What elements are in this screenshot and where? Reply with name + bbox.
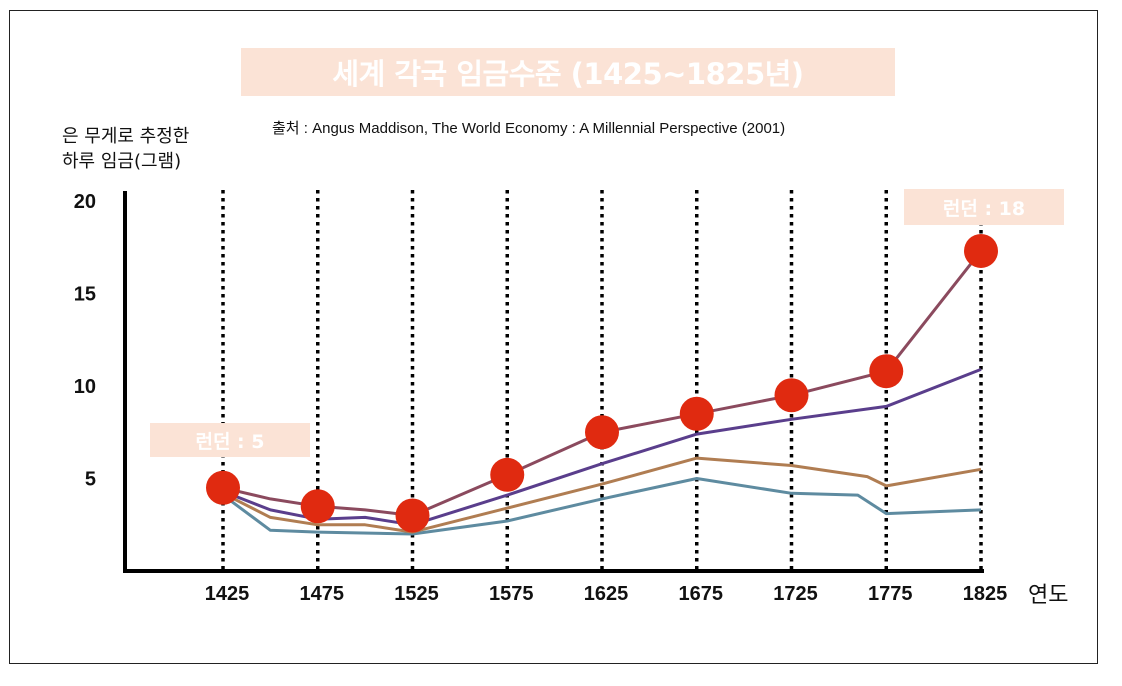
data-point-1575 [490,457,525,492]
y-axis-label-line1: 은 무게로 추정한 [62,126,190,147]
x-tick-label-1625: 1625 [584,583,629,605]
y-tick-label-5: 5 [85,469,96,491]
data-point-1775 [869,354,904,389]
x-tick-label-1475: 1475 [300,583,345,605]
data-point-1525 [395,498,430,533]
series-line-3 [222,456,982,534]
x-axis-label: 연도 [1028,583,1069,608]
data-point-1475 [300,489,335,524]
chart-title-box: 세계 각국 임금수준 (1425~1825년) [241,48,895,96]
data-point-1425 [206,470,240,505]
x-tick-label-1425: 1425 [205,583,250,605]
y-tick-label-20: 20 [74,191,96,213]
data-point-1825 [964,233,998,268]
x-tick-label-1575: 1575 [489,583,534,605]
annotation-london-1825: 런던 : 18 [904,189,1064,225]
x-tick-label-1675: 1675 [679,583,724,605]
series-line-4 [222,477,982,536]
figure-frame [9,10,1098,664]
y-axis-label-line2: 하루 임금(그램) [62,151,182,172]
y-axis-label: 은 무게로 추정한 하루 임금(그램) [62,124,189,174]
annotation-london-1425: 런던 : 5 [150,423,310,457]
x-tick-label-1825: 1825 [963,583,1008,605]
source-note: 출처 : Angus Maddison, The World Economy :… [272,120,786,137]
data-point-1625 [585,415,619,450]
x-tick-label-1775: 1775 [868,583,913,605]
data-point-1725 [774,378,809,413]
y-tick-label-10: 10 [74,376,96,398]
series-line-2 [222,368,982,527]
x-tick-label-1525: 1525 [394,583,439,605]
data-point-1675 [679,396,714,431]
y-tick-label-15: 15 [74,284,96,306]
x-tick-label-1725: 1725 [773,583,818,605]
chart-title: 세계 각국 임금수준 (1425~1825년) [332,57,804,91]
